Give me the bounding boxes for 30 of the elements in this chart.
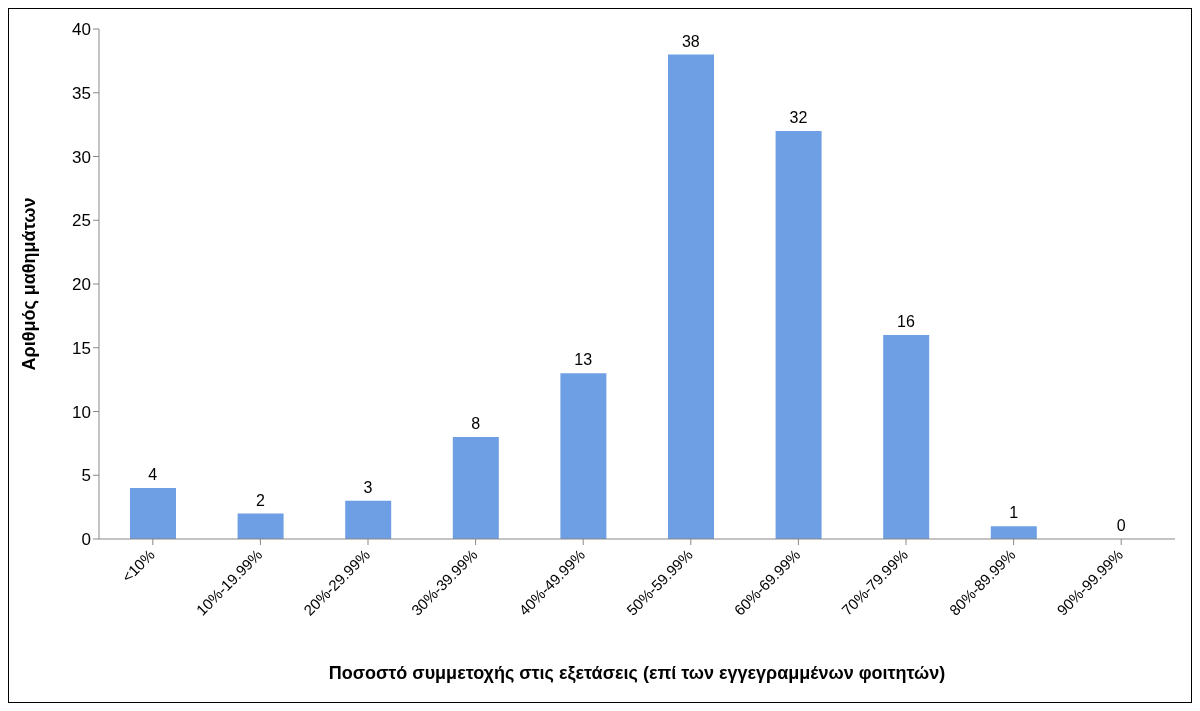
- data-label: 38: [681, 32, 700, 50]
- data-label: 0: [1116, 517, 1126, 534]
- bar: [990, 526, 1037, 539]
- y-tick-label: 30: [72, 147, 91, 167]
- y-tick-label: 0: [81, 530, 91, 550]
- y-tick-label: 5: [81, 466, 91, 486]
- data-label: 13: [574, 351, 593, 369]
- data-label: 32: [789, 109, 808, 126]
- y-tick-label: 15: [72, 338, 91, 358]
- bar: [237, 513, 284, 539]
- y-tick-label: 25: [72, 211, 91, 231]
- bar: [345, 500, 392, 539]
- bar: [452, 437, 499, 539]
- bar: [560, 373, 607, 539]
- data-label: 8: [471, 415, 481, 432]
- bar: [130, 488, 176, 539]
- data-label: 2: [255, 491, 265, 509]
- x-axis-title: Ποσοστό συμμετοχής στις εξετάσεις (επί των εγγεγραμμένων φοιτητών): [328, 663, 946, 684]
- y-tick-label: 10: [72, 402, 91, 422]
- data-label: 1: [1009, 504, 1019, 522]
- data-label: 3: [363, 478, 373, 496]
- bar: [883, 335, 930, 539]
- data-label: 4: [148, 466, 158, 483]
- bar: [775, 131, 822, 539]
- data-label: 16: [897, 313, 915, 330]
- bar: [668, 54, 714, 539]
- y-tick-label: 35: [72, 83, 91, 103]
- y-tick-label: 20: [72, 275, 91, 295]
- y-tick-label: 40: [72, 20, 91, 40]
- y-axis-title: Αριθμός μαθημάτων: [19, 197, 40, 371]
